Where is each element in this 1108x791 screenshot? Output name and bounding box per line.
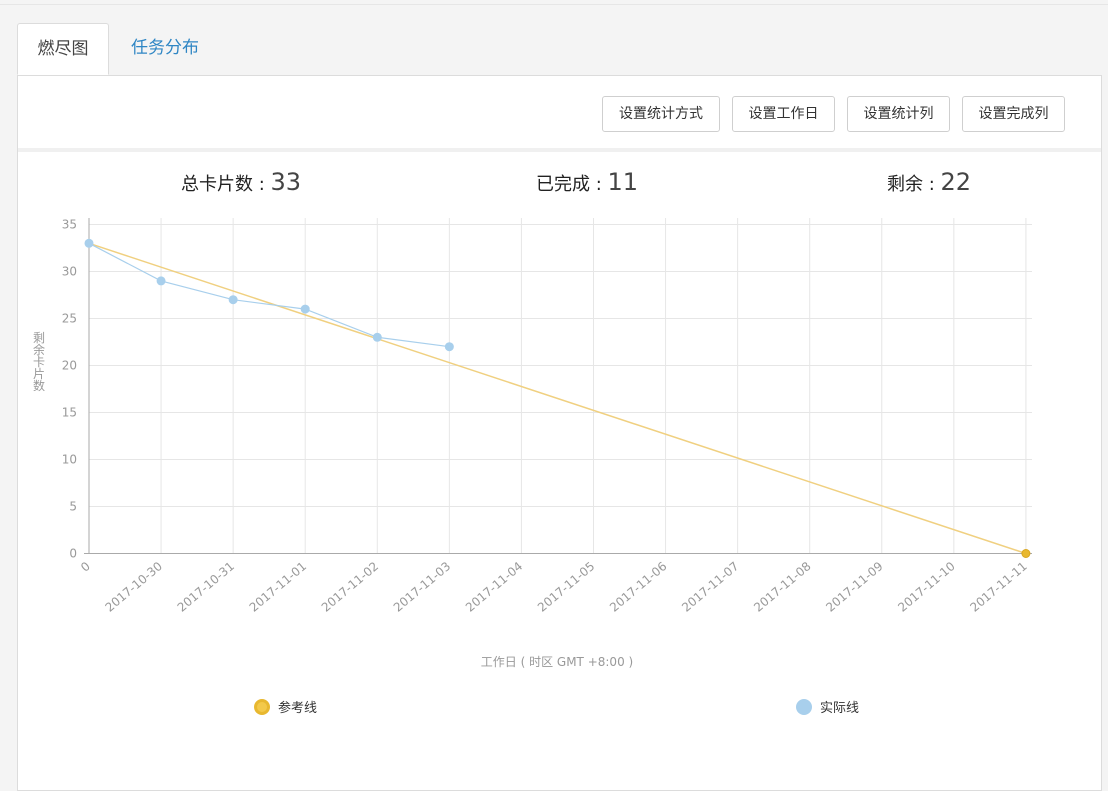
data-point-actual [444, 342, 454, 352]
stat-total-value: 33 [270, 168, 302, 196]
toolbar-separator [18, 148, 1101, 152]
legend-marker-actual [796, 699, 812, 715]
y-tick-label: 20 [62, 359, 77, 373]
tab-burndown[interactable]: 燃尽图 [17, 23, 109, 75]
x-tick-label: 2017-11-11 [967, 559, 1029, 615]
legend-label-reference: 参考线 [278, 700, 317, 716]
set-done-columns-button[interactable]: 设置完成列 [962, 96, 1065, 132]
stat-remaining-value: 22 [940, 168, 972, 196]
y-tick-label: 0 [69, 547, 77, 561]
set-stat-columns-button[interactable]: 设置统计列 [847, 96, 950, 132]
tab-bar: 燃尽图 任务分布 [17, 23, 1102, 76]
x-tick-label: 2017-11-03 [391, 559, 453, 615]
x-axis-title: 工作日 ( 时区 GMT +8:00 ) [481, 655, 633, 669]
x-tick-label: 2017-11-09 [823, 559, 885, 615]
x-tick-label: 2017-11-02 [319, 559, 381, 615]
y-axis-title-char: 片 [33, 367, 45, 381]
tab-task-distribution[interactable]: 任务分布 [131, 38, 199, 58]
x-tick-label: 0 [78, 559, 93, 575]
x-tick-label: 2017-11-08 [751, 559, 813, 615]
stat-total-label: 总卡片数 : [181, 174, 271, 195]
stat-remaining-label: 剩余 : [887, 174, 941, 195]
stat-remaining: 剩余 : 22 [887, 168, 971, 196]
y-tick-label: 25 [62, 312, 77, 326]
burndown-panel: 设置统计方式 设置工作日 设置统计列 设置完成列 总卡片数 : 33 已完成 :… [17, 75, 1102, 791]
x-tick-label: 2017-11-07 [679, 559, 741, 615]
top-divider [0, 4, 1108, 5]
y-tick-label: 10 [62, 453, 77, 467]
stat-total: 总卡片数 : 33 [181, 168, 301, 196]
x-tick-label: 2017-11-05 [535, 559, 597, 615]
y-tick-label: 35 [62, 218, 77, 232]
set-workdays-button[interactable]: 设置工作日 [732, 96, 835, 132]
legend-label-actual: 实际线 [820, 701, 859, 716]
series-line-actual [88, 242, 450, 348]
x-tick-label: 2017-10-31 [175, 559, 237, 615]
data-point-actual [228, 295, 238, 305]
y-axis-title-char: 余 [33, 342, 45, 357]
stat-done-value: 11 [607, 168, 639, 196]
x-tick-label: 2017-11-01 [247, 559, 309, 615]
y-tick-label: 15 [62, 406, 77, 420]
y-tick-label: 30 [62, 265, 77, 279]
series-line-reference [88, 242, 1027, 555]
x-tick-label: 2017-10-30 [103, 559, 165, 615]
set-stat-method-button[interactable]: 设置统计方式 [602, 96, 720, 132]
stat-done-label: 已完成 : [536, 174, 608, 195]
toolbar: 设置统计方式 设置工作日 设置统计列 设置完成列 [18, 76, 1101, 148]
y-tick-label: 5 [69, 500, 77, 514]
data-point-actual [84, 238, 94, 248]
y-axis-title-char: 剩 [33, 331, 45, 345]
x-tick-label: 2017-11-10 [895, 559, 957, 615]
stat-done: 已完成 : 11 [536, 168, 638, 196]
data-point-actual [372, 332, 382, 342]
x-tick-label: 2017-11-04 [463, 559, 525, 615]
data-point-actual [300, 304, 310, 314]
y-axis-title-char: 数 [33, 378, 45, 393]
legend-marker-reference-inner [257, 702, 267, 712]
x-tick-label: 2017-11-06 [607, 559, 669, 615]
data-point-actual [156, 276, 166, 286]
data-point-reference [1021, 549, 1031, 558]
y-axis-title-char: 卡 [33, 355, 45, 369]
